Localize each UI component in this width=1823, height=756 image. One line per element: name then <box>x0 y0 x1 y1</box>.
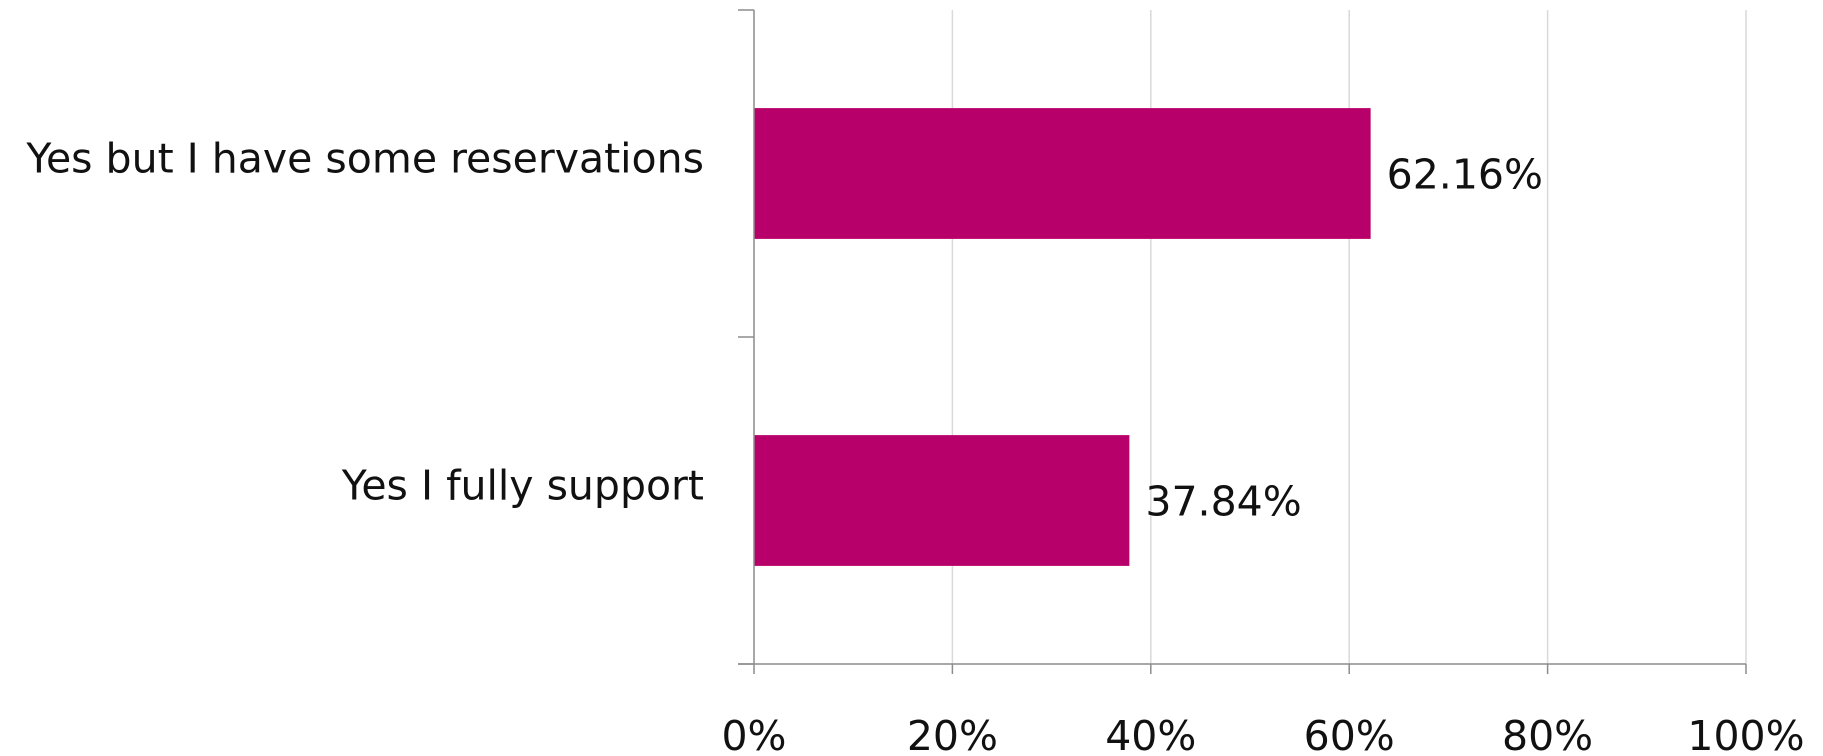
bar <box>754 108 1371 239</box>
x-tick-label: 40% <box>1105 712 1196 756</box>
x-tick-label: 100% <box>1687 712 1804 756</box>
x-tick-label: 80% <box>1502 712 1593 756</box>
bar <box>754 435 1130 566</box>
category-label: Yes I fully support <box>341 462 704 510</box>
category-label: Yes but I have some reservations <box>25 135 704 183</box>
x-tick-label: 60% <box>1304 712 1395 756</box>
x-tick-labels: 0% 20% 40% 60% 80% 100% <box>721 712 1804 756</box>
bar-value-label: 37.84% <box>1145 478 1301 526</box>
labels: 62.16% Yes but I have some reservations 37… <box>25 135 1543 526</box>
bar-value-label: 62.16% <box>1387 151 1543 199</box>
bars <box>754 108 1371 566</box>
x-tick-label: 20% <box>907 712 998 756</box>
x-tick-label: 0% <box>721 712 786 756</box>
axes <box>738 10 1746 665</box>
